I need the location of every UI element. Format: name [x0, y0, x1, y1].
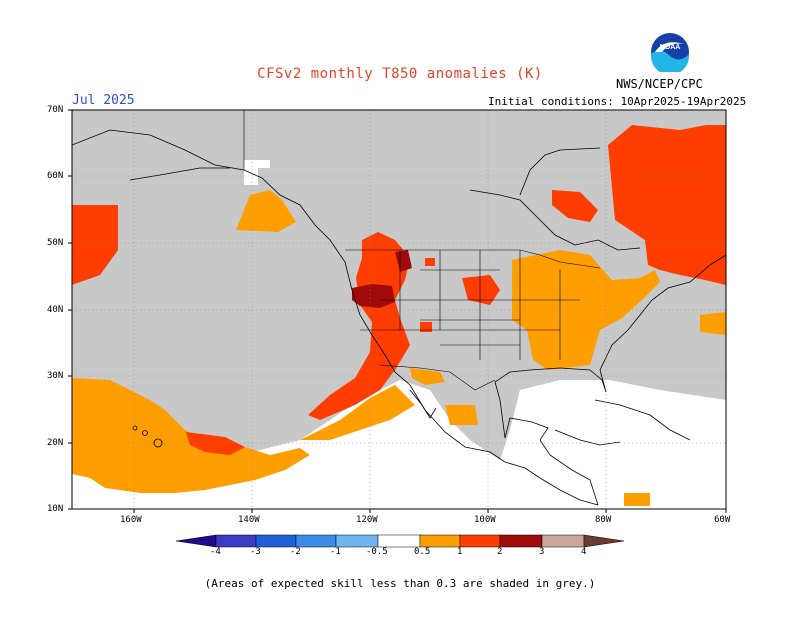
- legend-label: -2: [290, 547, 301, 557]
- legend-swatch: [499, 534, 543, 548]
- legend-label: 2: [497, 547, 503, 557]
- legend-swatch: [215, 534, 257, 548]
- lon-label: 100W: [474, 515, 496, 525]
- legend-cap-high: [583, 534, 625, 548]
- lon-label: 120W: [356, 515, 378, 525]
- legend-swatch: [335, 534, 379, 548]
- chart-title: CFSv2 monthly T850 anomalies (K): [257, 66, 543, 82]
- agency-label: NWS/NCEP/CPC: [616, 77, 703, 91]
- noaa-logo-icon: NOAA: [651, 33, 689, 72]
- legend-swatch: [459, 534, 501, 548]
- lat-label: 50N: [47, 238, 64, 248]
- lat-label: 30N: [47, 371, 64, 381]
- legend-label: 1: [457, 547, 463, 557]
- legend-label: -1: [330, 547, 341, 557]
- anomaly-red: [72, 125, 726, 455]
- grid-lines: [72, 110, 726, 509]
- lat-label: 40N: [47, 305, 64, 315]
- legend-label: -0.5: [366, 547, 388, 557]
- legend-swatch: [255, 534, 297, 548]
- legend-swatch: [377, 534, 421, 548]
- coastlines: [72, 129, 726, 506]
- legend-label: -4: [210, 547, 221, 557]
- anomaly-orange: [72, 190, 726, 506]
- lat-label: 10N: [47, 504, 64, 514]
- legend-label: -3: [250, 547, 261, 557]
- hawaii-islands: [132, 425, 163, 448]
- lon-label: 160W: [120, 515, 142, 525]
- lat-label: 60N: [47, 171, 64, 181]
- skill-footnote: (Areas of expected skill less than 0.3 a…: [204, 577, 596, 590]
- legend-label: 3: [539, 547, 545, 557]
- white-region-north-spots: [244, 160, 270, 185]
- anomaly-dark-red: [352, 250, 412, 308]
- legend-swatch: [541, 534, 585, 548]
- legend-swatch: [295, 534, 337, 548]
- political-borders: [243, 110, 601, 391]
- lat-label: 70N: [47, 105, 64, 115]
- initial-conditions: Initial conditions: 10Apr2025-19Apr2025: [488, 95, 747, 108]
- legend-cap-low: [175, 534, 217, 548]
- logo-text: NOAA: [660, 44, 681, 51]
- lon-label: 80W: [595, 515, 612, 525]
- lat-label: 20N: [47, 438, 64, 448]
- lon-label: 60W: [714, 515, 731, 525]
- forecast-month: Jul 2025: [72, 93, 135, 108]
- legend-swatch: [419, 534, 461, 548]
- lon-label: 140W: [238, 515, 260, 525]
- legend-label: 0.5: [414, 547, 431, 557]
- legend-label: 4: [581, 547, 587, 557]
- axis-ticks: [68, 109, 727, 513]
